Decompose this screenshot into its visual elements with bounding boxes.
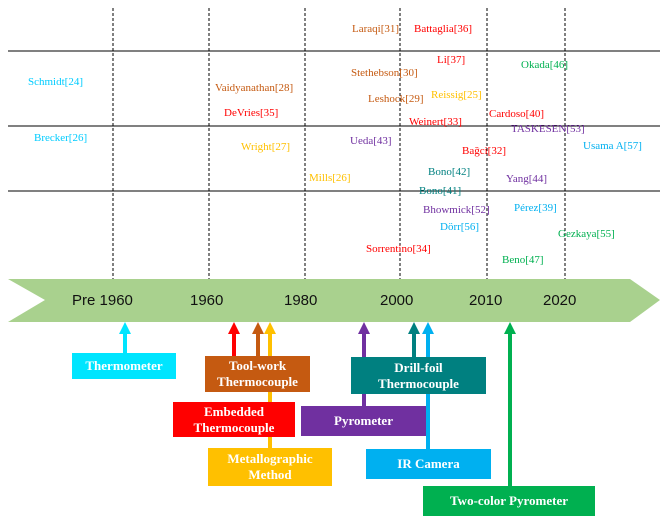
method-arrow — [228, 322, 240, 356]
method-tool-work-thermocouple-box: Tool-work Thermocouple — [205, 356, 310, 392]
timeline-band — [8, 279, 660, 322]
ref-leshock: Leshock[29] — [368, 93, 424, 105]
ref-cardoso: Cardoso[40] — [489, 108, 544, 120]
ref-taskesen: TASKESEN[53] — [511, 123, 585, 135]
ref-weinert: Weinert[33] — [409, 116, 462, 128]
ref-ueda: Ueda[43] — [350, 135, 392, 147]
ref-usama: Usama A[57] — [583, 140, 642, 152]
ref-perez: Pérez[39] — [514, 202, 557, 214]
ref-bhowmick: Bhowmick[52] — [423, 204, 490, 216]
year-label-2020: 2020 — [543, 292, 577, 309]
method-arrow — [119, 322, 131, 353]
method-ir-camera-box: IR Camera — [366, 449, 491, 479]
ref-mills: Mills[26] — [309, 172, 351, 184]
method-embedded-thermocouple-box: Embedded Thermocouple — [173, 402, 295, 437]
ref-sorrentino: Sorrentino[34] — [366, 243, 431, 255]
ref-wright: Wright[27] — [241, 141, 291, 153]
method-two-color-pyrometer-box: Two-color Pyrometer — [423, 486, 595, 516]
method-pyrometer-box: Pyrometer — [301, 406, 426, 436]
ref-okada: Okada[46] — [521, 59, 569, 71]
ref-li: Li[37] — [437, 54, 466, 66]
ref-schmidt: Schmidt[24] — [28, 76, 83, 88]
method-arrow — [408, 322, 420, 357]
method-metallographic-method-box: Metallographic Method — [208, 448, 332, 486]
year-label-2000: 2000 — [380, 292, 414, 309]
ref-bono-41: Bono[41] — [419, 185, 462, 197]
year-label-2010: 2010 — [469, 292, 503, 309]
ref-battaglia: Battaglia[36] — [414, 23, 473, 35]
year-label-1980: 1980 — [284, 292, 318, 309]
method-arrow — [504, 322, 516, 486]
ref-bagci: Bağci[32] — [462, 145, 506, 157]
method-arrow — [252, 322, 264, 356]
ref-laraqi: Laraqi[31] — [352, 23, 400, 35]
method-thermometer-box: Thermometer — [72, 353, 176, 379]
ref-brecker: Brecker[26] — [34, 132, 88, 144]
ref-reissig: Reissig[25] — [431, 89, 482, 101]
method-drill-foil-thermocouple-box: Drill-foil Thermocouple — [351, 357, 486, 394]
ref-devries: DeVries[35] — [224, 107, 279, 119]
ref-yang: Yang[44] — [506, 173, 548, 185]
ref-bono-42: Bono[42] — [428, 166, 471, 178]
ref-dorr: Dörr[56] — [440, 221, 480, 233]
ref-stethebson: Stethebson[30] — [351, 67, 418, 79]
year-label-1960: 1960 — [190, 292, 224, 309]
year-label-pre-1960: Pre 1960 — [72, 292, 133, 309]
ref-vaidyanathan: Vaidyanathan[28] — [215, 82, 294, 94]
ref-beno: Beno[47] — [502, 254, 544, 266]
ref-gezkaya: Gezkaya[55] — [558, 228, 615, 240]
